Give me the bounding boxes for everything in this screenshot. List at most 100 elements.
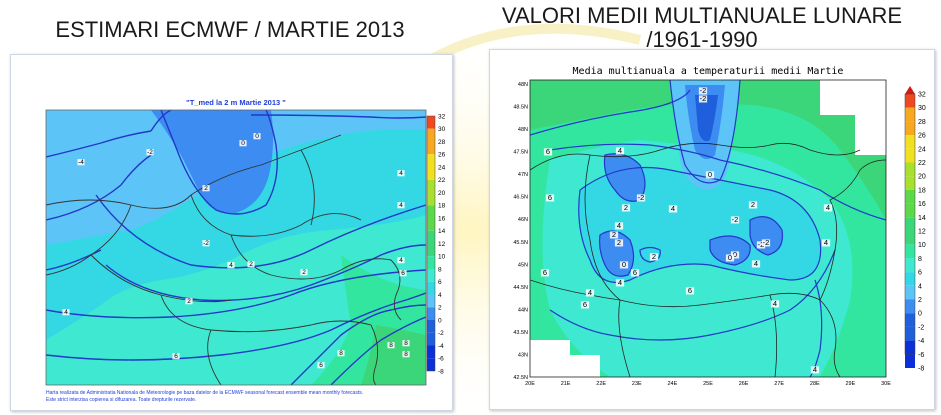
- longitude-tick-label: 26E: [739, 381, 749, 387]
- colorbar-tick-label: 24: [918, 146, 926, 153]
- colorbar-segment: [427, 294, 435, 308]
- colorbar-tick-label: 32: [438, 113, 446, 120]
- colorbar-segment: [427, 141, 435, 155]
- colorbar-tick-label: -2: [438, 330, 444, 337]
- left-slide-title: ESTIMARI ECMWF / MARTIE 2013: [55, 17, 405, 42]
- colorbar-segment: [905, 121, 915, 136]
- contour-label: -2: [638, 193, 645, 202]
- longitude-tick-label: 29E: [846, 381, 856, 387]
- contour-label: 0: [255, 133, 259, 140]
- contour-label: 6: [543, 268, 547, 277]
- latitude-tick-labels: 48N 48.5N 48N 47.5N 47N 46.5N 46N 45.5N 45N 44.5N…: [513, 82, 528, 381]
- contour-label: 2: [187, 298, 191, 305]
- colorbar-tick-label: 26: [918, 133, 926, 140]
- colorbar-top-arrow: [905, 86, 915, 94]
- colorbar-segment: [427, 281, 435, 295]
- ecmwf-forecast-panel: -4 -2 2 0 0 2 -2 2 4 4 4 2 4 6 8 8 4 6 6 8 8 "T_med la 2 m M…: [10, 54, 453, 411]
- forecast-contour-lines: [46, 110, 426, 385]
- contour-label: 4: [399, 170, 403, 177]
- latitude-tick-label: 48N: [518, 82, 528, 88]
- contour-label: 4: [618, 278, 622, 287]
- colorbar-tick-label: 12: [918, 229, 926, 236]
- latitude-tick-label: 46N: [518, 217, 528, 223]
- latitude-tick-label: 43.5N: [513, 330, 528, 336]
- colorbar-segment: [905, 148, 915, 163]
- contour-label: 8: [404, 340, 408, 347]
- colorbar-tick-label: 22: [918, 160, 926, 167]
- colorbar-tick-label: -8: [918, 366, 924, 373]
- colorbar-segment: [905, 244, 915, 259]
- colorbar-tick-label: 2: [918, 297, 922, 304]
- colorbar-tick-label: 18: [918, 187, 926, 194]
- contour-label: 4: [229, 262, 233, 269]
- colorbar-tick-label: 32: [918, 92, 926, 99]
- contour-label: 6: [688, 286, 692, 295]
- contour-label: 2: [249, 261, 253, 268]
- colorbar-segment: [905, 285, 915, 300]
- longitude-tick-label: 22E: [596, 381, 606, 387]
- contour-label: 4: [64, 309, 68, 316]
- contour-label: 4: [588, 288, 592, 297]
- latitude-tick-label: 44N: [518, 307, 528, 313]
- clim-mask-ne: [820, 80, 886, 115]
- colorbar-segment: [905, 176, 915, 190]
- colorbar-tick-label: 26: [438, 152, 446, 159]
- colorbar-segment: [427, 307, 435, 320]
- ecmwf-map-title: "T_med la 2 m Martie 2013 ": [186, 98, 286, 107]
- latitude-tick-label: 47N: [518, 172, 528, 178]
- colorbar-tick-label: 4: [918, 283, 922, 290]
- longitude-tick-label: 25E: [703, 381, 713, 387]
- contour-label: -4: [78, 159, 84, 166]
- right-slide-title-line1: VALORI MEDII MULTIANUALE LUNARE: [501, 3, 903, 28]
- colorbar-segment: [427, 205, 435, 218]
- colorbar-segment: [905, 135, 915, 149]
- contour-label: 4: [826, 203, 830, 212]
- clim-field-deep-blue-north: [695, 95, 718, 142]
- contour-label: 2: [624, 203, 628, 212]
- contour-label: -2: [203, 240, 209, 247]
- country-borders: [46, 134, 402, 385]
- contour-label: 2: [617, 238, 621, 247]
- colorbar-tick-label: -6: [438, 356, 444, 363]
- colorbar-segment: [427, 192, 435, 206]
- longitude-tick-label: 28E: [810, 381, 820, 387]
- colorbar-segment: [427, 179, 435, 193]
- longitude-tick-label: 24E: [668, 381, 678, 387]
- latitude-tick-label: 43N: [518, 352, 528, 358]
- clim-field-blue-south: [710, 236, 751, 265]
- colorbar-segment: [905, 258, 915, 273]
- colorbar-tick-label: -2: [918, 324, 924, 331]
- contour-label: 6: [319, 362, 323, 369]
- colorbar-tick-label: -4: [918, 338, 924, 345]
- colorbar-tick-label: 8: [918, 256, 922, 263]
- colorbar-segment: [427, 167, 435, 180]
- colorbar-tick-label: 28: [438, 139, 446, 146]
- contour-label: 8: [389, 342, 393, 349]
- contour-label: 0: [728, 253, 732, 262]
- clim-mask-sw: [530, 340, 570, 377]
- colorbar-tick-label: -8: [438, 368, 444, 375]
- contour-label: 6: [633, 268, 637, 277]
- latitude-tick-label: 48N: [518, 127, 528, 133]
- longitude-tick-labels: 20E 21E 22E 23E 24E 25E 26E 27E 28E 29E 30E: [525, 381, 891, 387]
- colorbar-tick-label: 2: [438, 305, 442, 312]
- latitude-tick-label: 47.5N: [513, 150, 528, 156]
- colorbar-segment: [427, 345, 435, 359]
- colorbar-segment: [427, 320, 435, 333]
- ecmwf-footnote-2: Este strict interzisa copierea si difuza…: [46, 397, 196, 403]
- contour-label: 0: [241, 140, 245, 147]
- contour-label: 4: [773, 299, 777, 308]
- colorbar-segment: [427, 358, 435, 371]
- colorbar-tick-label: 22: [438, 177, 446, 184]
- colorbar-segment: [427, 230, 435, 244]
- contour-label: 4: [399, 257, 403, 264]
- latitude-tick-label: 45N: [518, 262, 528, 268]
- contour-label: 4: [399, 202, 403, 209]
- longitude-tick-label: 21E: [561, 381, 571, 387]
- latitude-tick-label: 46.5N: [513, 195, 528, 201]
- contour-label: 6: [401, 270, 405, 277]
- colorbar-segment: [905, 340, 915, 355]
